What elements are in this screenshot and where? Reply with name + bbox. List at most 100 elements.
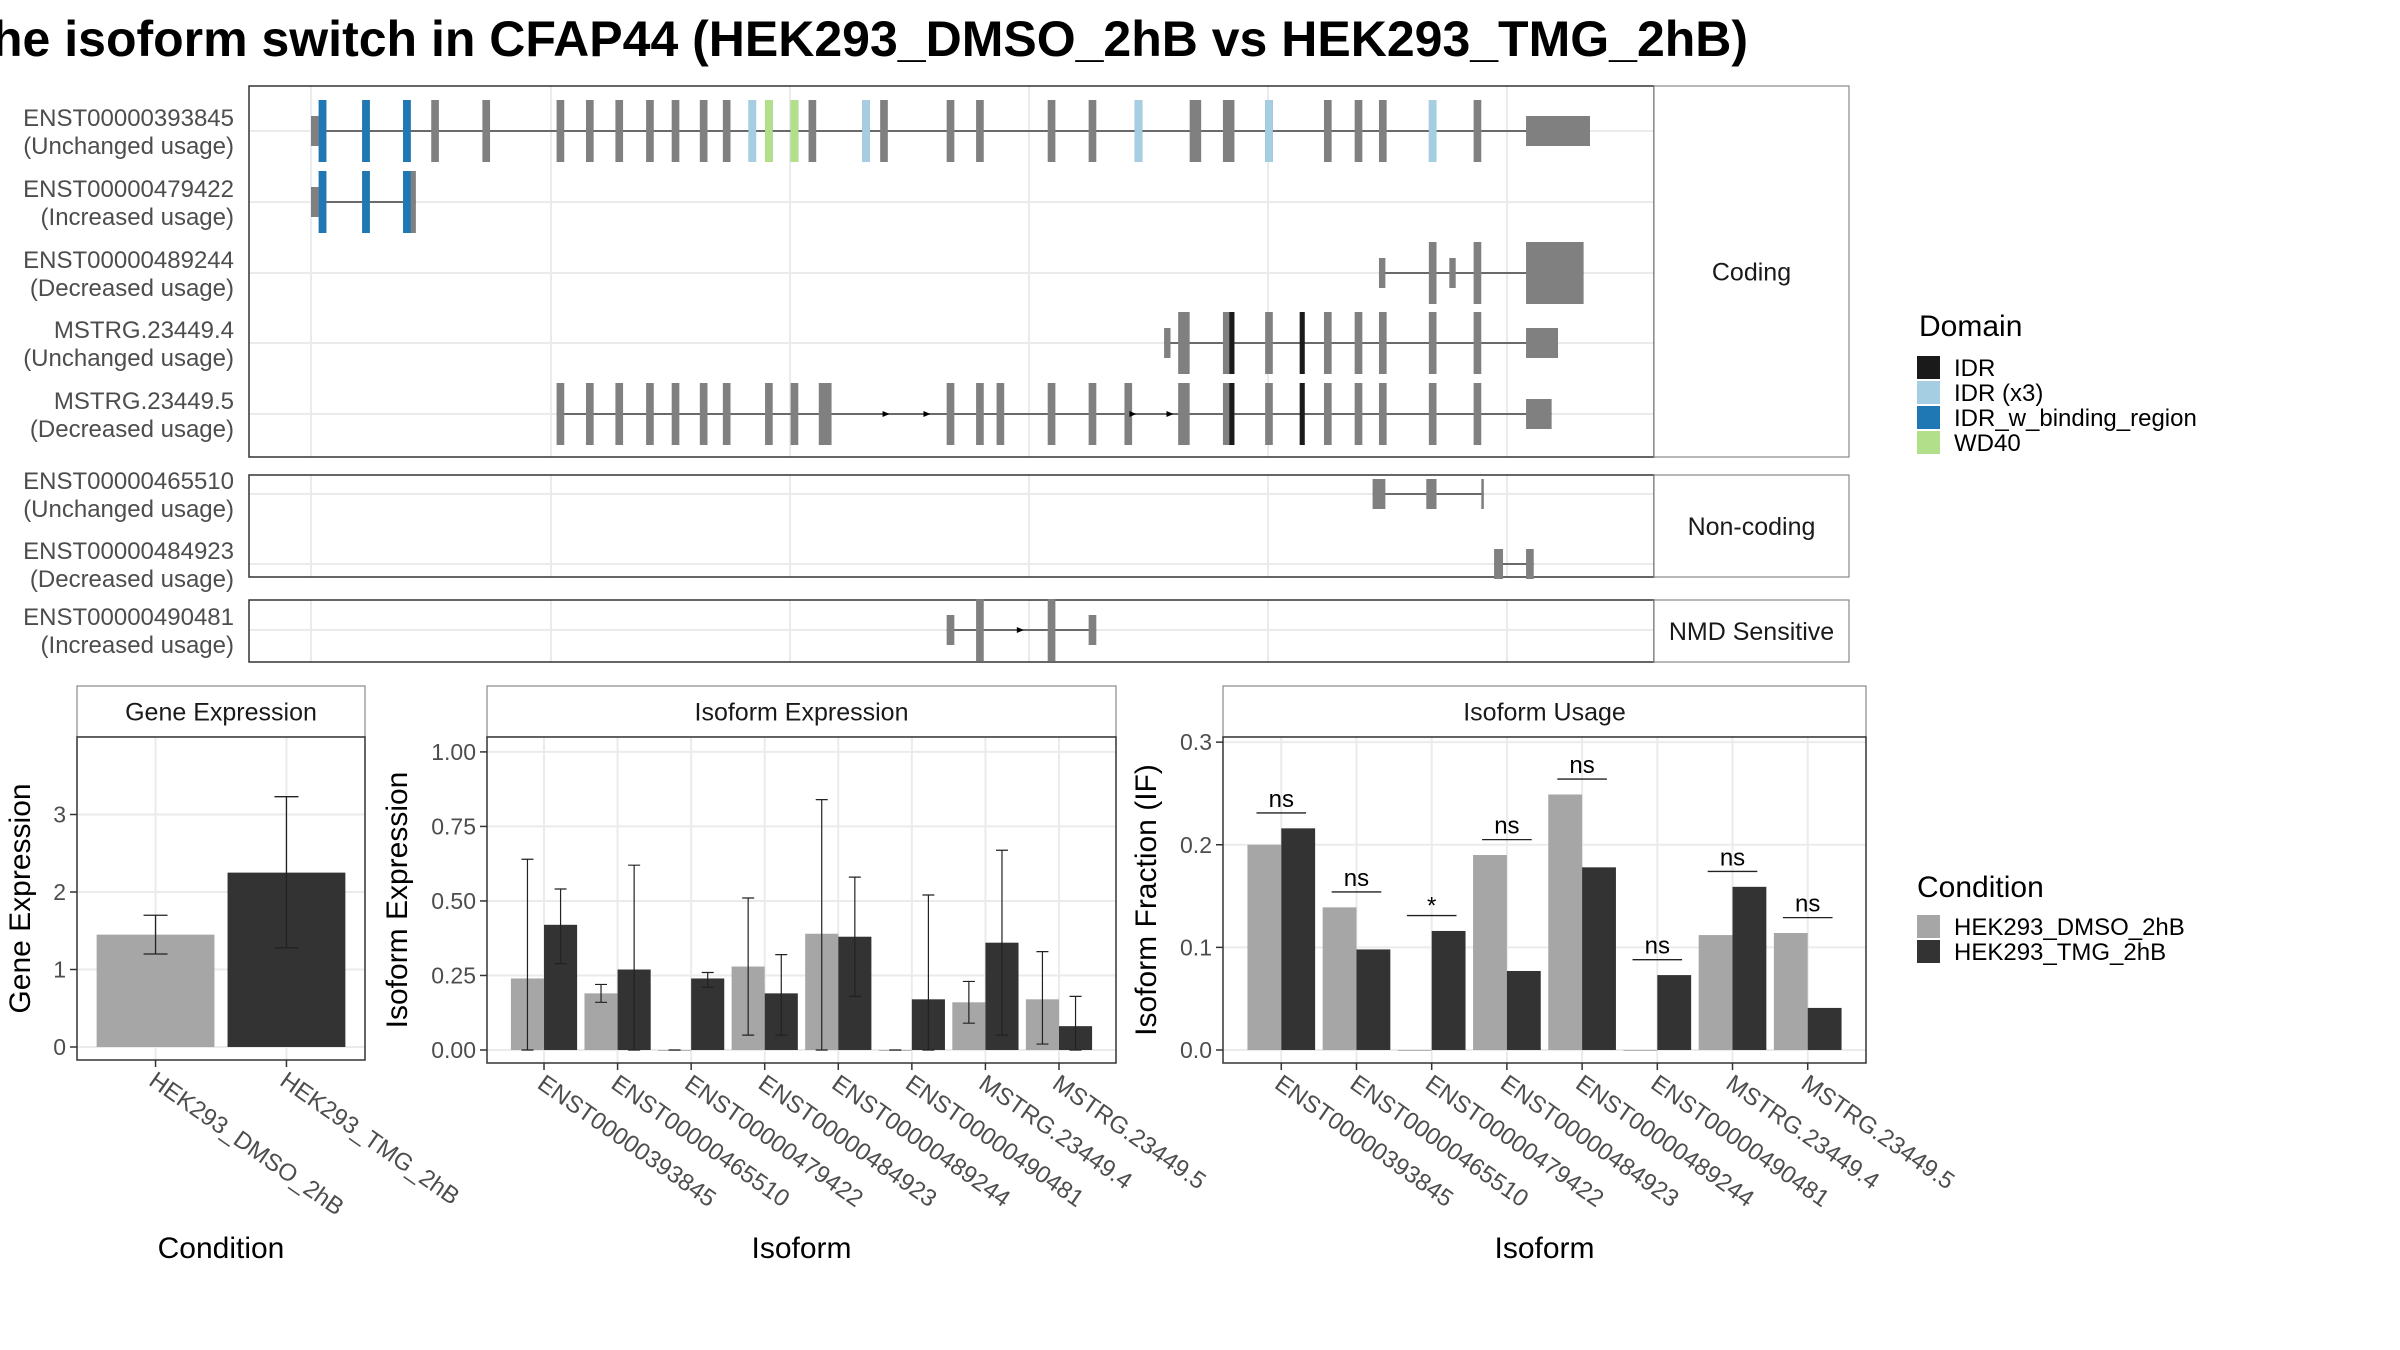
significance-label: ns xyxy=(1494,813,1519,840)
exon xyxy=(1164,328,1171,358)
significance-label: * xyxy=(1427,893,1436,920)
y-tick-label: 0.75 xyxy=(431,813,476,839)
condition-legend-key xyxy=(1917,915,1940,938)
transcript-row-enst00000484923: ENST00000484923(Decreased usage) xyxy=(23,538,1534,593)
y-tick-label: 1.00 xyxy=(431,739,476,765)
y-axis-title: Isoform Expression xyxy=(381,772,414,1029)
bar-hek293-tmg-2hb-mstrg-23449-5 xyxy=(1807,1007,1842,1050)
domain-idr-x3 xyxy=(1134,100,1143,162)
domain-wd40 xyxy=(765,100,773,162)
exon xyxy=(1047,100,1056,162)
transcript-usage-label: (Decreased usage) xyxy=(30,566,234,593)
exon xyxy=(1088,615,1097,645)
domain-legend-label: IDR_w_binding_region xyxy=(1954,405,2197,432)
bar-hek293-dmso-2hb-enst00000479422 xyxy=(1397,1050,1432,1051)
panel-strip xyxy=(1653,474,1850,578)
chart-title: Isoform Expression xyxy=(695,699,909,727)
transcript-id-label: ENST00000489244 xyxy=(23,247,234,274)
domain-legend-label: IDR (x3) xyxy=(1954,380,2043,407)
transcript-id-label: ENST00000490481 xyxy=(23,604,234,631)
isoform-expression-chart: Isoform Expression0.000.250.500.751.00EN… xyxy=(381,685,1211,1265)
domain-idr xyxy=(1299,383,1305,445)
y-axis-title: Gene Expression xyxy=(4,783,37,1013)
exon xyxy=(1473,383,1482,445)
domain-idr-w-binding-region xyxy=(362,171,370,233)
exon xyxy=(615,383,624,445)
bar-hek293-dmso-2hb-enst00000490481 xyxy=(1623,1050,1658,1051)
exon xyxy=(1428,242,1437,304)
exon xyxy=(671,100,680,162)
domain-wd40 xyxy=(790,100,799,162)
transcript-usage-label: (Increased usage) xyxy=(41,204,234,231)
bar-hek293-dmso-2hb-enst00000393845 xyxy=(1247,844,1282,1050)
exon xyxy=(1378,383,1387,445)
exon xyxy=(1124,383,1133,445)
x-axis-title: Isoform xyxy=(751,1232,851,1265)
figure-title: he isoform switch in CFAP44 (HEK293_DMSO… xyxy=(0,11,1748,67)
y-tick-label: 0.00 xyxy=(431,1037,476,1063)
exon xyxy=(699,383,708,445)
transcript-row-enst00000479422: ENST00000479422(Increased usage) xyxy=(23,171,416,233)
exon xyxy=(585,383,594,445)
exon xyxy=(1222,383,1235,445)
domain-idr-x3 xyxy=(748,100,757,162)
exon xyxy=(976,599,984,661)
exon xyxy=(818,383,832,445)
y-tick-label: 0.0 xyxy=(1180,1037,1212,1063)
transcript-panel-nmd-sensitive: NMD Sensitive ENST00000490481(Increased u… xyxy=(23,599,1850,663)
exon xyxy=(1526,549,1534,579)
transcript-id-label: MSTRG.23449.5 xyxy=(54,388,234,415)
exon xyxy=(1494,549,1504,579)
transcript-usage-label: (Unchanged usage) xyxy=(23,496,234,523)
transcript-usage-label: (Unchanged usage) xyxy=(23,345,234,372)
error-bar xyxy=(922,894,935,1051)
plot-border xyxy=(486,736,1117,1064)
bar-hek293-tmg-2hb-enst00000479422 xyxy=(1431,930,1466,1050)
domain-idr xyxy=(1229,312,1235,374)
exon xyxy=(1526,242,1584,304)
exon xyxy=(1354,100,1363,162)
transcript-row-enst00000490481: ENST00000490481(Increased usage) xyxy=(23,599,1097,661)
exon xyxy=(1354,383,1363,445)
y-tick-label: 0.25 xyxy=(431,962,476,988)
exon xyxy=(946,100,955,162)
error-bar xyxy=(1069,995,1082,1051)
domain-idr-w-binding-region xyxy=(362,100,370,162)
exon xyxy=(1178,383,1190,445)
domain-legend-key xyxy=(1917,356,1940,379)
panel-strip xyxy=(1653,85,1850,458)
condition-legend-label: HEK293_DMSO_2hB xyxy=(1954,914,2185,941)
y-tick-label: 2 xyxy=(53,879,66,905)
exon xyxy=(808,100,817,162)
transcript-row-enst00000465510: ENST00000465510(Unchanged usage) xyxy=(23,468,1484,523)
x-axis-title: Condition xyxy=(158,1232,285,1265)
exon xyxy=(585,100,594,162)
error-bar xyxy=(628,864,641,1051)
bar-hek293-tmg-2hb-mstrg-23449-4 xyxy=(1732,886,1767,1050)
exon xyxy=(1323,100,1332,162)
transcript-id-label: ENST00000393845 xyxy=(23,105,234,132)
transcript-row-mstrg-23449-4: MSTRG.23449.4(Unchanged usage) xyxy=(23,312,1559,374)
error-bar xyxy=(815,799,828,1051)
domain-idr xyxy=(1229,383,1235,445)
domain-idr xyxy=(1299,312,1305,374)
exon xyxy=(996,383,1005,445)
panel-strip xyxy=(1653,599,1850,663)
exon xyxy=(765,383,773,445)
domain-legend-label: WD40 xyxy=(1954,430,2021,457)
bar-hek293-tmg-2hb-enst00000465510 xyxy=(1356,949,1391,1050)
exon xyxy=(1426,479,1437,509)
exon xyxy=(1222,312,1235,374)
exon xyxy=(1378,258,1386,288)
condition-legend-key xyxy=(1917,940,1940,963)
exon xyxy=(1526,328,1559,358)
exon xyxy=(1378,100,1387,162)
y-tick-label: 3 xyxy=(53,802,66,828)
transcript-row-mstrg-23449-5: MSTRG.23449.5(Decreased usage) xyxy=(30,383,1552,445)
exon xyxy=(556,100,565,162)
strand-arrow xyxy=(1166,411,1174,417)
y-tick-label: 0.50 xyxy=(431,888,476,914)
y-tick-label: 1 xyxy=(53,957,66,983)
exon xyxy=(946,383,955,445)
